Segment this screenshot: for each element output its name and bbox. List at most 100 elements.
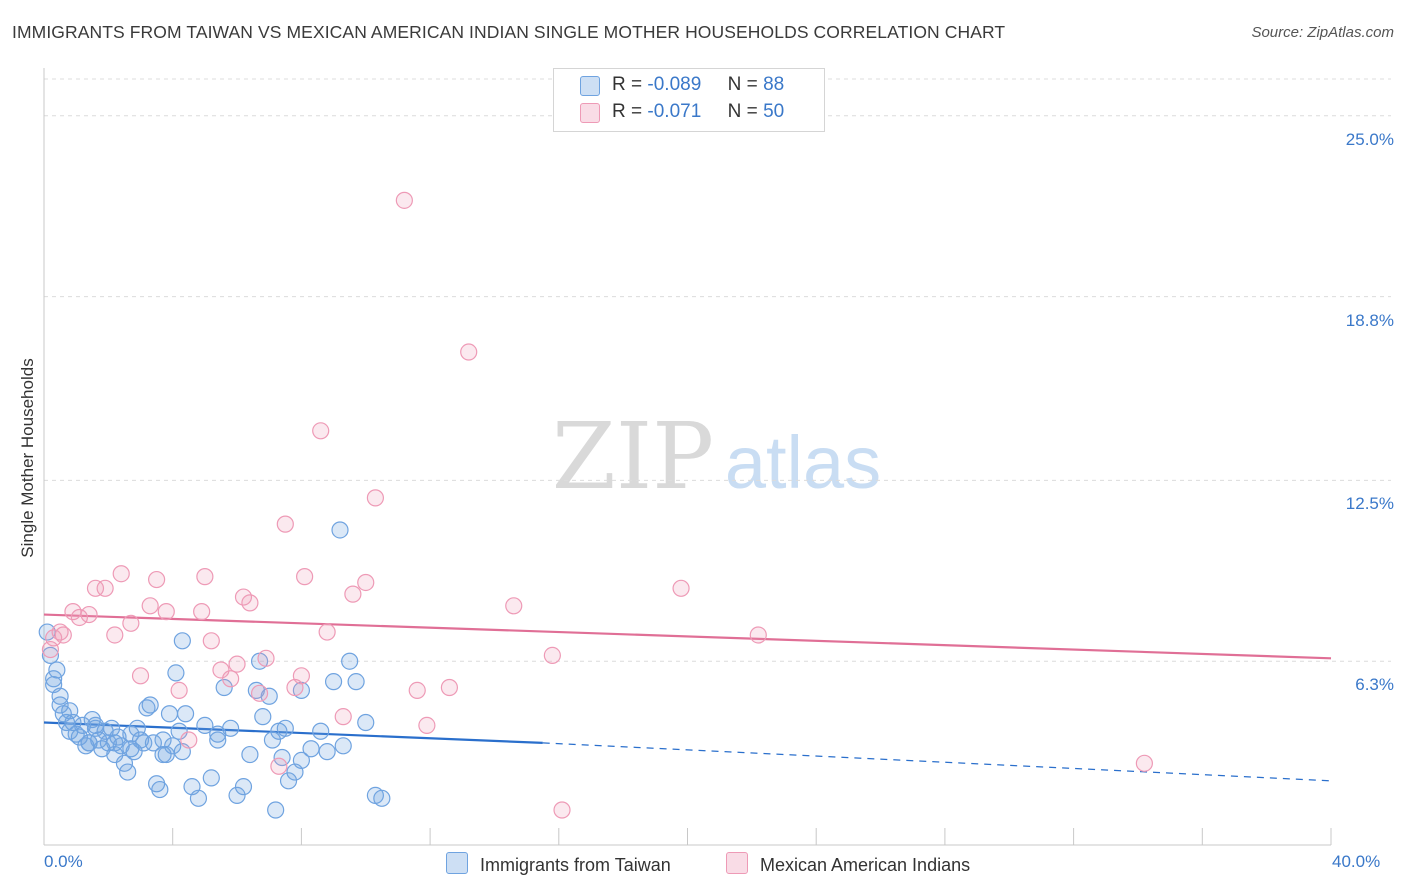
data-point-mexican-american-indian	[212, 661, 230, 679]
data-point-taiwan	[45, 675, 63, 694]
data-point-taiwan	[115, 754, 134, 772]
data-point-taiwan	[41, 646, 60, 664]
data-point-taiwan	[347, 673, 365, 691]
data-point-taiwan	[260, 687, 278, 705]
x-tick-label-min: 0.0%	[44, 852, 83, 871]
legend-n-label: N =	[727, 101, 758, 122]
data-point-mexican-american-indian	[318, 623, 336, 641]
chart-source: Source: ZipAtlas.com	[1251, 24, 1394, 41]
data-point-mexican-american-indian	[148, 570, 166, 589]
data-point-mexican-american-indian	[157, 603, 175, 621]
data-point-mexican-american-indian	[106, 626, 124, 644]
y-tick-label: 25.0%	[1345, 129, 1394, 149]
data-point-taiwan	[228, 786, 246, 805]
data-point-mexican-american-indian	[202, 632, 220, 650]
data-point-taiwan	[373, 789, 391, 807]
legend-r-value: -0.071	[647, 101, 702, 122]
data-point-taiwan	[106, 734, 124, 752]
data-point-mexican-american-indian	[418, 716, 436, 735]
watermark-atlas: atlas	[725, 421, 881, 504]
legend-swatch-mexican-american-indian	[580, 103, 600, 123]
data-point-taiwan	[196, 716, 214, 735]
data-point-mexican-american-indian	[505, 597, 523, 615]
data-point-taiwan	[45, 670, 63, 688]
data-point-mexican-american-indian	[270, 757, 288, 775]
data-point-taiwan	[122, 740, 140, 758]
data-point-mexican-american-indian	[395, 191, 413, 209]
data-point-taiwan	[341, 652, 359, 670]
data-point-mexican-american-indian	[672, 579, 690, 597]
data-point-mexican-american-indian	[45, 629, 63, 647]
data-point-taiwan	[202, 769, 220, 787]
y-tick-label: 12.5%	[1345, 494, 1394, 514]
data-point-mexican-american-indian	[96, 579, 114, 597]
legend-r-label: R =	[612, 74, 643, 95]
data-point-mexican-american-indian	[228, 655, 246, 673]
data-point-taiwan	[176, 705, 195, 723]
data-point-taiwan	[167, 664, 185, 682]
legend-r-label: R =	[612, 101, 643, 122]
data-point-mexican-american-indian	[80, 605, 98, 624]
data-point-taiwan	[241, 745, 259, 764]
data-point-taiwan	[273, 748, 291, 767]
data-point-taiwan	[86, 716, 105, 735]
data-point-taiwan	[215, 678, 233, 697]
series-legend-swatch-mexican-american-indian	[726, 852, 748, 874]
data-point-taiwan	[138, 699, 156, 717]
trend-line-extension-0	[542, 742, 1332, 782]
data-point-mexican-american-indian	[193, 603, 211, 621]
series-legend-mexican-american-indian: Mexican American Indians	[726, 852, 970, 876]
data-point-taiwan	[263, 731, 282, 749]
data-point-mexican-american-indian	[460, 343, 478, 361]
data-point-mexican-american-indian	[344, 585, 362, 603]
data-point-taiwan	[318, 743, 336, 761]
data-point-taiwan	[254, 708, 272, 726]
y-tick-label: 6.3%	[1355, 675, 1394, 695]
data-point-taiwan	[141, 696, 159, 714]
data-point-taiwan	[334, 737, 352, 755]
data-point-mexican-american-indian	[131, 667, 150, 685]
series-legend-swatch-taiwan	[446, 852, 468, 874]
data-point-mexican-american-indian	[241, 594, 259, 612]
data-point-taiwan	[164, 737, 182, 755]
data-point-mexican-american-indian	[112, 565, 130, 583]
data-point-mexican-american-indian	[749, 626, 767, 644]
data-point-taiwan	[276, 719, 294, 737]
data-point-taiwan	[331, 521, 349, 539]
chart-title: IMMIGRANTS FROM TAIWAN VS MEXICAN AMERIC…	[12, 22, 1006, 42]
data-point-mexican-american-indian	[70, 608, 88, 627]
data-point-taiwan	[173, 632, 191, 650]
legend-n-label: N =	[727, 74, 758, 95]
data-point-taiwan	[51, 696, 69, 714]
data-point-mexican-american-indian	[553, 801, 571, 819]
data-point-taiwan	[222, 719, 240, 737]
legend-r-value: -0.089	[647, 74, 702, 95]
data-point-taiwan	[151, 780, 169, 799]
data-point-taiwan	[74, 716, 92, 735]
data-point-taiwan	[302, 740, 320, 758]
data-point-mexican-american-indian	[276, 515, 294, 533]
data-point-mexican-american-indian	[196, 568, 214, 586]
data-point-taiwan	[154, 731, 172, 749]
data-point-taiwan	[131, 731, 150, 749]
trend-line-1	[43, 613, 1332, 660]
data-point-mexican-american-indian	[296, 568, 314, 586]
data-point-mexican-american-indian	[250, 684, 269, 702]
data-point-taiwan	[170, 722, 188, 740]
data-point-mexican-american-indian	[234, 588, 253, 606]
data-point-taiwan	[119, 763, 137, 781]
data-point-mexican-american-indian	[357, 573, 375, 592]
data-point-mexican-american-indian	[54, 626, 72, 644]
data-point-mexican-american-indian	[366, 489, 385, 507]
data-point-mexican-american-indian	[222, 670, 240, 688]
data-point-mexican-american-indian	[170, 681, 188, 700]
legend-swatch-taiwan	[580, 76, 600, 96]
series-legend-taiwan: Immigrants from Taiwan	[446, 852, 671, 876]
data-point-taiwan	[122, 725, 140, 743]
data-point-mexican-american-indian	[180, 731, 198, 749]
data-point-mexican-american-indian	[408, 681, 426, 700]
watermark-zip: ZIP	[552, 403, 714, 510]
data-point-mexican-american-indian	[292, 667, 310, 685]
data-point-mexican-american-indian	[51, 623, 69, 641]
